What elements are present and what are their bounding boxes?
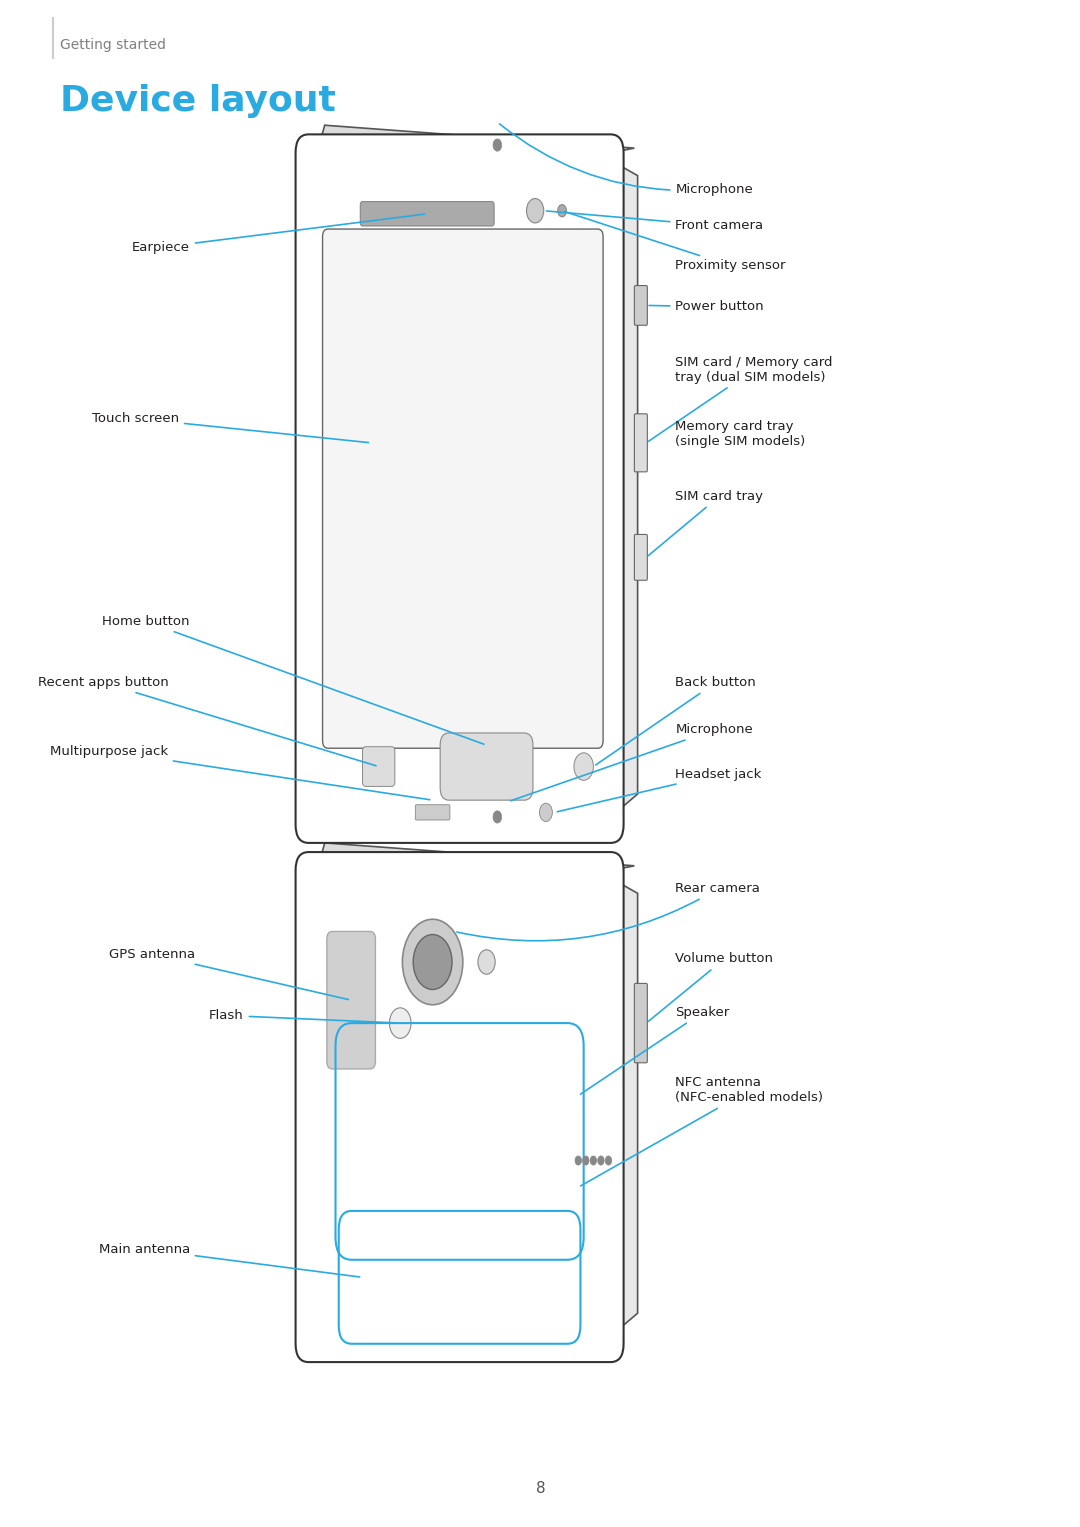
Text: Speaker: Speaker: [581, 1006, 730, 1093]
Polygon shape: [318, 125, 634, 153]
Text: Main antenna: Main antenna: [98, 1243, 360, 1277]
Text: GPS antenna: GPS antenna: [109, 948, 349, 1000]
Text: Microphone: Microphone: [500, 124, 753, 195]
Circle shape: [494, 139, 502, 151]
Text: NFC antenna
(NFC-enabled models): NFC antenna (NFC-enabled models): [581, 1077, 823, 1186]
Circle shape: [590, 1156, 596, 1165]
Text: Home button: Home button: [103, 615, 484, 744]
Circle shape: [573, 753, 593, 780]
FancyBboxPatch shape: [634, 414, 647, 472]
FancyBboxPatch shape: [361, 202, 495, 226]
Circle shape: [605, 1156, 611, 1165]
Circle shape: [403, 919, 463, 1005]
Text: Front camera: Front camera: [546, 211, 764, 232]
Polygon shape: [318, 843, 634, 870]
Text: Touch screen: Touch screen: [92, 412, 368, 443]
Text: Headset jack: Headset jack: [557, 768, 761, 812]
Text: Earpiece: Earpiece: [132, 214, 424, 253]
FancyBboxPatch shape: [323, 229, 603, 748]
Text: Getting started: Getting started: [60, 38, 166, 52]
Circle shape: [494, 811, 502, 823]
FancyBboxPatch shape: [634, 534, 647, 580]
Text: Flash: Flash: [210, 1009, 397, 1023]
Text: Proximity sensor: Proximity sensor: [565, 212, 786, 272]
Circle shape: [597, 1156, 604, 1165]
Text: Recent apps button: Recent apps button: [38, 676, 376, 765]
FancyBboxPatch shape: [327, 931, 376, 1069]
Text: SIM card / Memory card
tray (dual SIM models): SIM card / Memory card tray (dual SIM mo…: [649, 356, 833, 441]
FancyBboxPatch shape: [416, 805, 450, 820]
Text: Volume button: Volume button: [648, 953, 773, 1022]
FancyBboxPatch shape: [296, 134, 623, 843]
FancyBboxPatch shape: [634, 983, 647, 1063]
Text: Power button: Power button: [649, 301, 764, 313]
Circle shape: [539, 803, 552, 822]
Circle shape: [478, 950, 496, 974]
Circle shape: [526, 199, 543, 223]
Text: Microphone: Microphone: [511, 724, 753, 800]
FancyBboxPatch shape: [296, 852, 623, 1362]
Circle shape: [557, 205, 566, 217]
Text: 8: 8: [536, 1481, 545, 1496]
Text: Multipurpose jack: Multipurpose jack: [50, 745, 430, 800]
Polygon shape: [610, 160, 637, 817]
FancyBboxPatch shape: [441, 733, 532, 800]
Text: Device layout: Device layout: [60, 84, 336, 118]
Text: SIM card tray: SIM card tray: [648, 490, 764, 556]
FancyBboxPatch shape: [634, 286, 647, 325]
Text: Memory card tray
(single SIM models): Memory card tray (single SIM models): [675, 420, 806, 447]
Circle shape: [582, 1156, 589, 1165]
Polygon shape: [610, 878, 637, 1336]
Circle shape: [390, 1008, 411, 1038]
FancyBboxPatch shape: [363, 747, 395, 786]
Circle shape: [575, 1156, 581, 1165]
Text: Back button: Back button: [596, 676, 756, 765]
Text: Rear camera: Rear camera: [457, 883, 760, 941]
Circle shape: [414, 935, 453, 989]
